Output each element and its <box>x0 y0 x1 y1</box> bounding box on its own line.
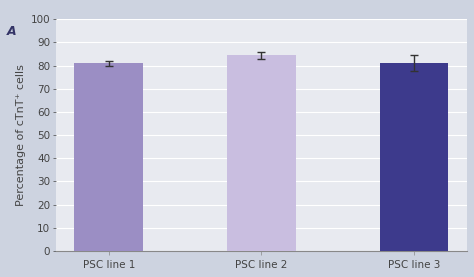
Bar <box>227 55 296 251</box>
Y-axis label: Percentage of cTnT⁺ cells: Percentage of cTnT⁺ cells <box>17 64 27 206</box>
Bar <box>380 63 448 251</box>
Text: A: A <box>7 25 17 38</box>
Bar <box>74 63 143 251</box>
